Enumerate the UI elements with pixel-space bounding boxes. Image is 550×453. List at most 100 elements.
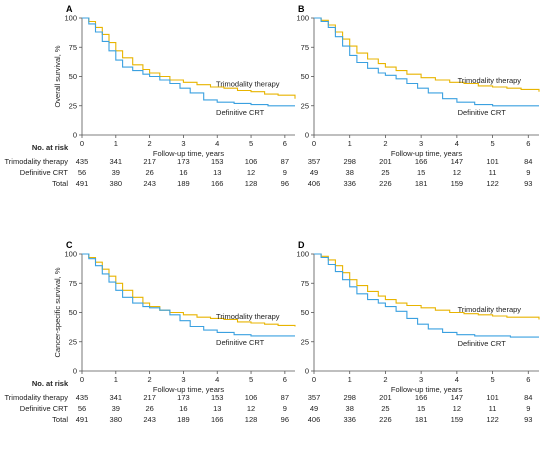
y-tick-label: 50 [301,308,309,317]
panel-label: A [66,4,73,14]
risk-row-label: Total [52,179,68,188]
y-tick-label: 0 [73,131,77,140]
risk-cell: 122 [486,415,499,424]
x-tick-label: 0 [312,139,316,148]
risk-row-label: Definitive CRT [20,404,69,413]
risk-cell: 128 [245,179,258,188]
risk-cell: 226 [379,179,392,188]
risk-cell: 357 [308,157,321,166]
risk-cell: 380 [110,179,123,188]
y-axis-title: Overall survival, % [53,45,62,107]
x-tick-label: 2 [148,375,152,384]
risk-cell: 159 [451,415,464,424]
risk-row-label: Trimodality therapy [5,157,69,166]
risk-cell: 406 [308,415,321,424]
risk-cell: 16 [179,404,187,413]
risk-cell: 84 [524,157,532,166]
x-tick-label: 5 [490,139,494,148]
risk-cell: 217 [143,393,156,402]
risk-cell: 26 [145,168,153,177]
risk-cell: 106 [245,157,258,166]
risk-cell: 226 [379,415,392,424]
km-curve-definitive-crt [314,17,539,107]
risk-table-title: No. at risk [32,143,69,152]
risk-cell: 39 [112,404,120,413]
x-tick-label: 4 [215,375,219,384]
risk-cell: 96 [281,415,289,424]
x-axis-title: Follow-up time, years [153,149,225,158]
risk-cell: 9 [283,168,287,177]
y-tick-label: 25 [301,101,309,110]
risk-cell: 101 [486,157,499,166]
y-tick-label: 25 [69,337,77,346]
risk-cell: 87 [281,157,289,166]
risk-cell: 9 [526,168,530,177]
risk-cell: 491 [76,415,89,424]
x-tick-label: 0 [80,375,84,384]
y-tick-label: 100 [64,14,77,23]
risk-cell: 106 [245,393,258,402]
risk-cell: 406 [308,179,321,188]
y-tick-label: 25 [69,101,77,110]
x-tick-label: 4 [455,375,459,384]
risk-cell: 217 [143,157,156,166]
series-label: Trimodality therapy [216,80,280,89]
risk-cell: 12 [453,404,461,413]
y-tick-label: 25 [301,337,309,346]
x-tick-label: 2 [383,139,387,148]
risk-cell: 84 [524,393,532,402]
risk-cell: 96 [281,179,289,188]
risk-cell: 153 [211,393,224,402]
risk-cell: 16 [179,168,187,177]
x-tick-label: 6 [526,375,530,384]
y-tick-label: 0 [305,131,309,140]
risk-cell: 87 [281,393,289,402]
y-tick-label: 0 [73,367,77,376]
risk-cell: 12 [247,168,255,177]
risk-cell: 380 [110,415,123,424]
series-label: Definitive CRT [458,108,507,117]
risk-cell: 173 [177,157,190,166]
x-tick-label: 5 [249,139,253,148]
y-tick-label: 75 [69,43,77,52]
x-tick-label: 4 [455,139,459,148]
risk-cell: 26 [145,404,153,413]
risk-cell: 166 [211,179,224,188]
risk-cell: 435 [76,157,89,166]
x-tick-label: 1 [114,375,118,384]
risk-cell: 13 [213,168,221,177]
risk-cell: 122 [486,179,499,188]
x-tick-label: 5 [490,375,494,384]
x-axis-title: Follow-up time, years [391,385,463,394]
x-tick-label: 2 [383,375,387,384]
y-tick-label: 0 [305,367,309,376]
km-curve-definitive-crt [314,253,539,338]
risk-table-title: No. at risk [32,379,69,388]
y-axis-title: Cancer-specific survival, % [53,267,62,357]
risk-cell: 189 [177,415,190,424]
risk-cell: 56 [78,404,86,413]
risk-row-label: Trimodality therapy [5,393,69,402]
risk-cell: 298 [343,157,356,166]
y-tick-label: 100 [296,250,309,259]
risk-cell: 101 [486,393,499,402]
x-tick-label: 3 [419,139,423,148]
risk-cell: 147 [451,393,464,402]
panel-label: B [298,4,305,14]
km-curve-definitive-crt [82,253,295,337]
risk-row-label: Definitive CRT [20,168,69,177]
risk-cell: 201 [379,157,392,166]
risk-cell: 128 [245,415,258,424]
x-axis-title: Follow-up time, years [391,149,463,158]
risk-cell: 25 [381,168,389,177]
risk-cell: 166 [211,415,224,424]
risk-cell: 166 [415,393,428,402]
x-tick-label: 3 [181,139,185,148]
km-curve-definitive-crt [82,17,295,107]
risk-cell: 336 [343,179,356,188]
risk-cell: 25 [381,404,389,413]
risk-cell: 491 [76,179,89,188]
